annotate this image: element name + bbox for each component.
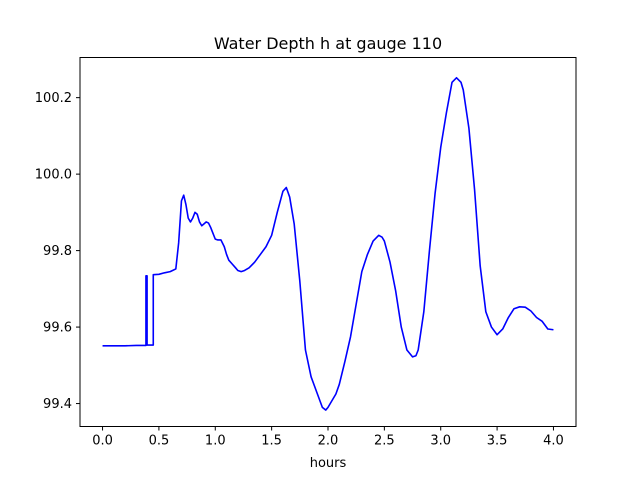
x-axis-label: hours — [310, 456, 347, 471]
y-tick-label: 99.6 — [43, 321, 72, 336]
y-tick-label: 100.0 — [35, 168, 72, 183]
x-tick-label: 1.5 — [261, 434, 282, 449]
x-tick-label: 0.5 — [149, 434, 170, 449]
x-tick-label: 1.0 — [205, 434, 226, 449]
x-tick-label: 0.0 — [92, 434, 113, 449]
axis-ticks: 0.0 0.5 1.0 1.5 2.0 2.5 3.0 3.5 4.0 99.4 99.6 99.8 1… — [35, 91, 564, 448]
x-tick-label: 2.5 — [374, 434, 395, 449]
x-tick-label: 3.5 — [487, 434, 508, 449]
x-tick-label: 2.0 — [318, 434, 339, 449]
series-line — [102, 76, 554, 411]
y-tick-label: 99.8 — [43, 244, 72, 259]
y-tick-label: 99.4 — [43, 397, 72, 412]
plot-frame — [79, 57, 577, 427]
plot-area — [102, 76, 554, 411]
x-tick-label: 4.0 — [543, 434, 564, 449]
x-tick-label: 3.0 — [430, 434, 451, 449]
chart-title: Water Depth h at gauge 110 — [214, 34, 442, 53]
y-tick-label: 100.2 — [35, 91, 72, 106]
